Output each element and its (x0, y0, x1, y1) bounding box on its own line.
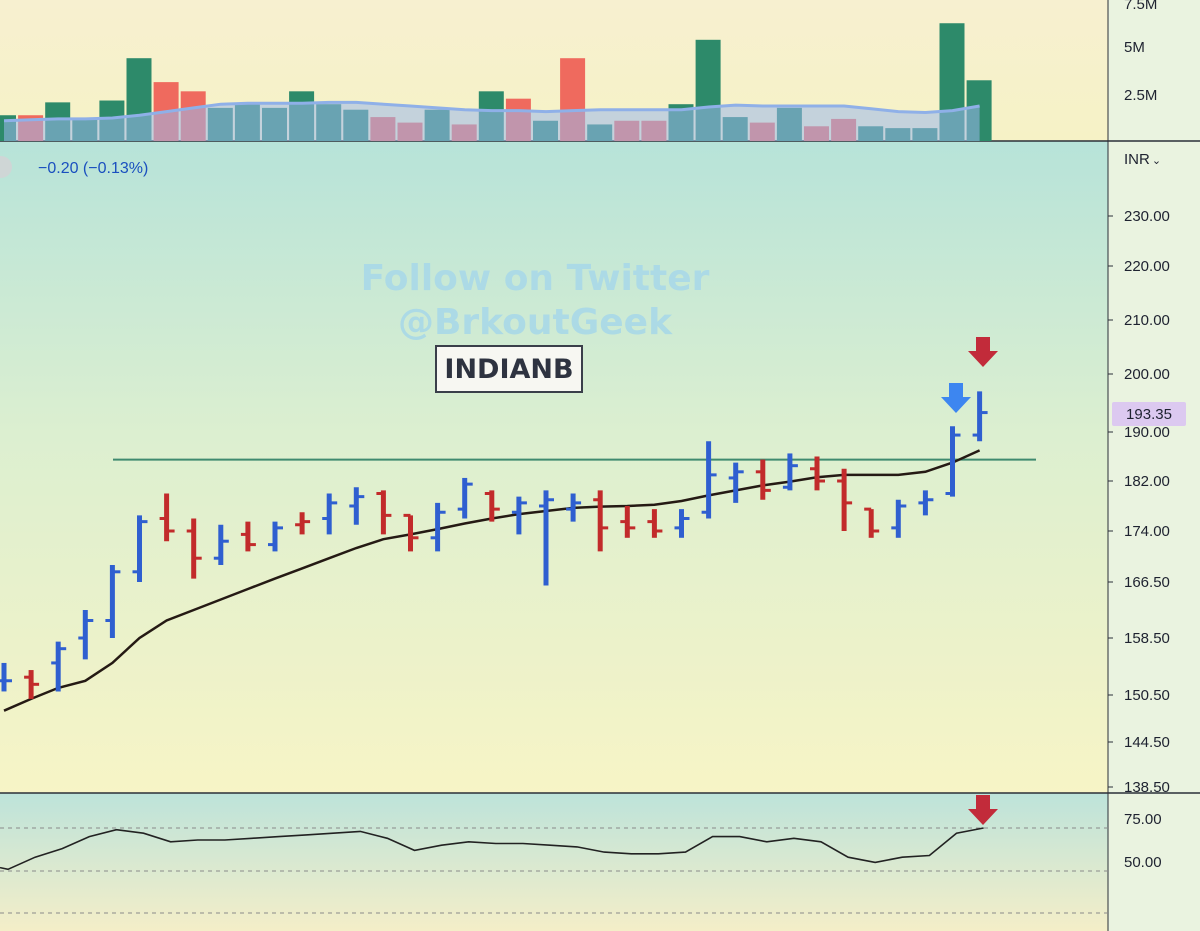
price-tick-label: 230.00 (1124, 208, 1170, 225)
ohlc-bar (322, 493, 338, 535)
volume-tick-label: 7.5M (1124, 0, 1157, 13)
chevron-down-icon: ⌄ (1151, 155, 1162, 167)
ohlc-bar (78, 610, 94, 660)
volume-series (0, 23, 992, 142)
price-change: −0.20 (−0.13%) (38, 160, 149, 177)
blue-arrow-down-icon (941, 383, 971, 413)
ohlc-bar (403, 513, 419, 552)
ohlc-bar (159, 493, 175, 542)
pane-handle[interactable] (0, 156, 12, 178)
ohlc-bar (349, 487, 365, 525)
price-tick-label: 220.00 (1124, 258, 1170, 275)
watermark-line-1: Follow on Twitter (360, 258, 710, 299)
ohlc-bar (620, 506, 636, 538)
ohlc-bar (240, 521, 256, 552)
axis-ticks: 230.00 220.00 210.00 200.00 190.00 182.00 174.… (1108, 0, 1170, 871)
ohlc-bar (566, 493, 582, 522)
ohlc-bar (972, 391, 988, 442)
ohlc-bar (593, 490, 609, 552)
rsi-pane (0, 793, 1108, 931)
price-tick-label: 158.50 (1124, 630, 1170, 647)
rsi-line (0, 827, 984, 871)
price-tick-label: 150.50 (1124, 687, 1170, 704)
price-series (0, 337, 1036, 712)
volume-average-area (4, 102, 980, 141)
rsi-tick-label: 75.00 (1124, 811, 1162, 828)
ohlc-bar (701, 441, 717, 519)
ohlc-bar (0, 662, 12, 692)
ohlc-bar (213, 524, 229, 565)
ohlc-bar (864, 507, 880, 538)
ohlc-bar (891, 499, 907, 538)
ohlc-bar (755, 459, 771, 500)
ohlc-bar (945, 426, 961, 497)
volume-tick-label: 2.5M (1124, 87, 1157, 104)
ohlc-bar (511, 496, 527, 535)
ohlc-bar (647, 509, 663, 538)
red-arrow-down-icon (968, 337, 998, 367)
ohlc-bar (484, 490, 500, 522)
ohlc-bar (918, 490, 934, 516)
price-tick-label: 174.00 (1124, 523, 1170, 540)
price-tick-label: 144.50 (1124, 734, 1170, 751)
ohlc-bar (430, 502, 446, 552)
ohlc-bar (295, 512, 311, 535)
ohlc-bar (674, 509, 690, 538)
ohlc-bar (539, 490, 554, 586)
ohlc-bar (728, 462, 744, 503)
ohlc-bar (457, 477, 473, 519)
ohlc-bar (24, 670, 40, 699)
symbol-label: INDIANB (435, 345, 583, 393)
price-pane (0, 141, 1108, 793)
rsi-series (0, 795, 1108, 914)
price-tick-label: 166.50 (1124, 574, 1170, 591)
ohlc-bar (132, 515, 148, 582)
currency-selector[interactable]: INR ⌄ (1124, 151, 1161, 168)
ohlc-bar (810, 456, 825, 491)
price-tick-label: 190.00 (1124, 424, 1170, 441)
volume-average-line (3, 100, 980, 123)
red-arrow-down-icon (968, 795, 998, 825)
ohlc-bar (782, 453, 798, 491)
price-tick-label: 138.50 (1124, 779, 1170, 796)
last-price-tag: 193.35 (1112, 402, 1186, 426)
price-axis[interactable] (1108, 0, 1200, 931)
price-tick-label: 200.00 (1124, 366, 1170, 383)
volume-tick-label: 5M (1124, 39, 1145, 56)
price-tick-label: 182.00 (1124, 473, 1170, 490)
ohlc-bar (105, 565, 121, 638)
rsi-tick-label: 50.00 (1124, 854, 1162, 871)
ohlc-bar (268, 521, 283, 552)
ohlc-bar (376, 490, 392, 535)
ohlc-bar (186, 518, 202, 579)
watermark-line-2: @BrkoutGeek (397, 302, 673, 343)
ohlc-bar (51, 641, 67, 692)
price-tick-label: 210.00 (1124, 312, 1170, 329)
currency-label: INR (1124, 151, 1150, 168)
ohlc-bar (837, 468, 853, 531)
